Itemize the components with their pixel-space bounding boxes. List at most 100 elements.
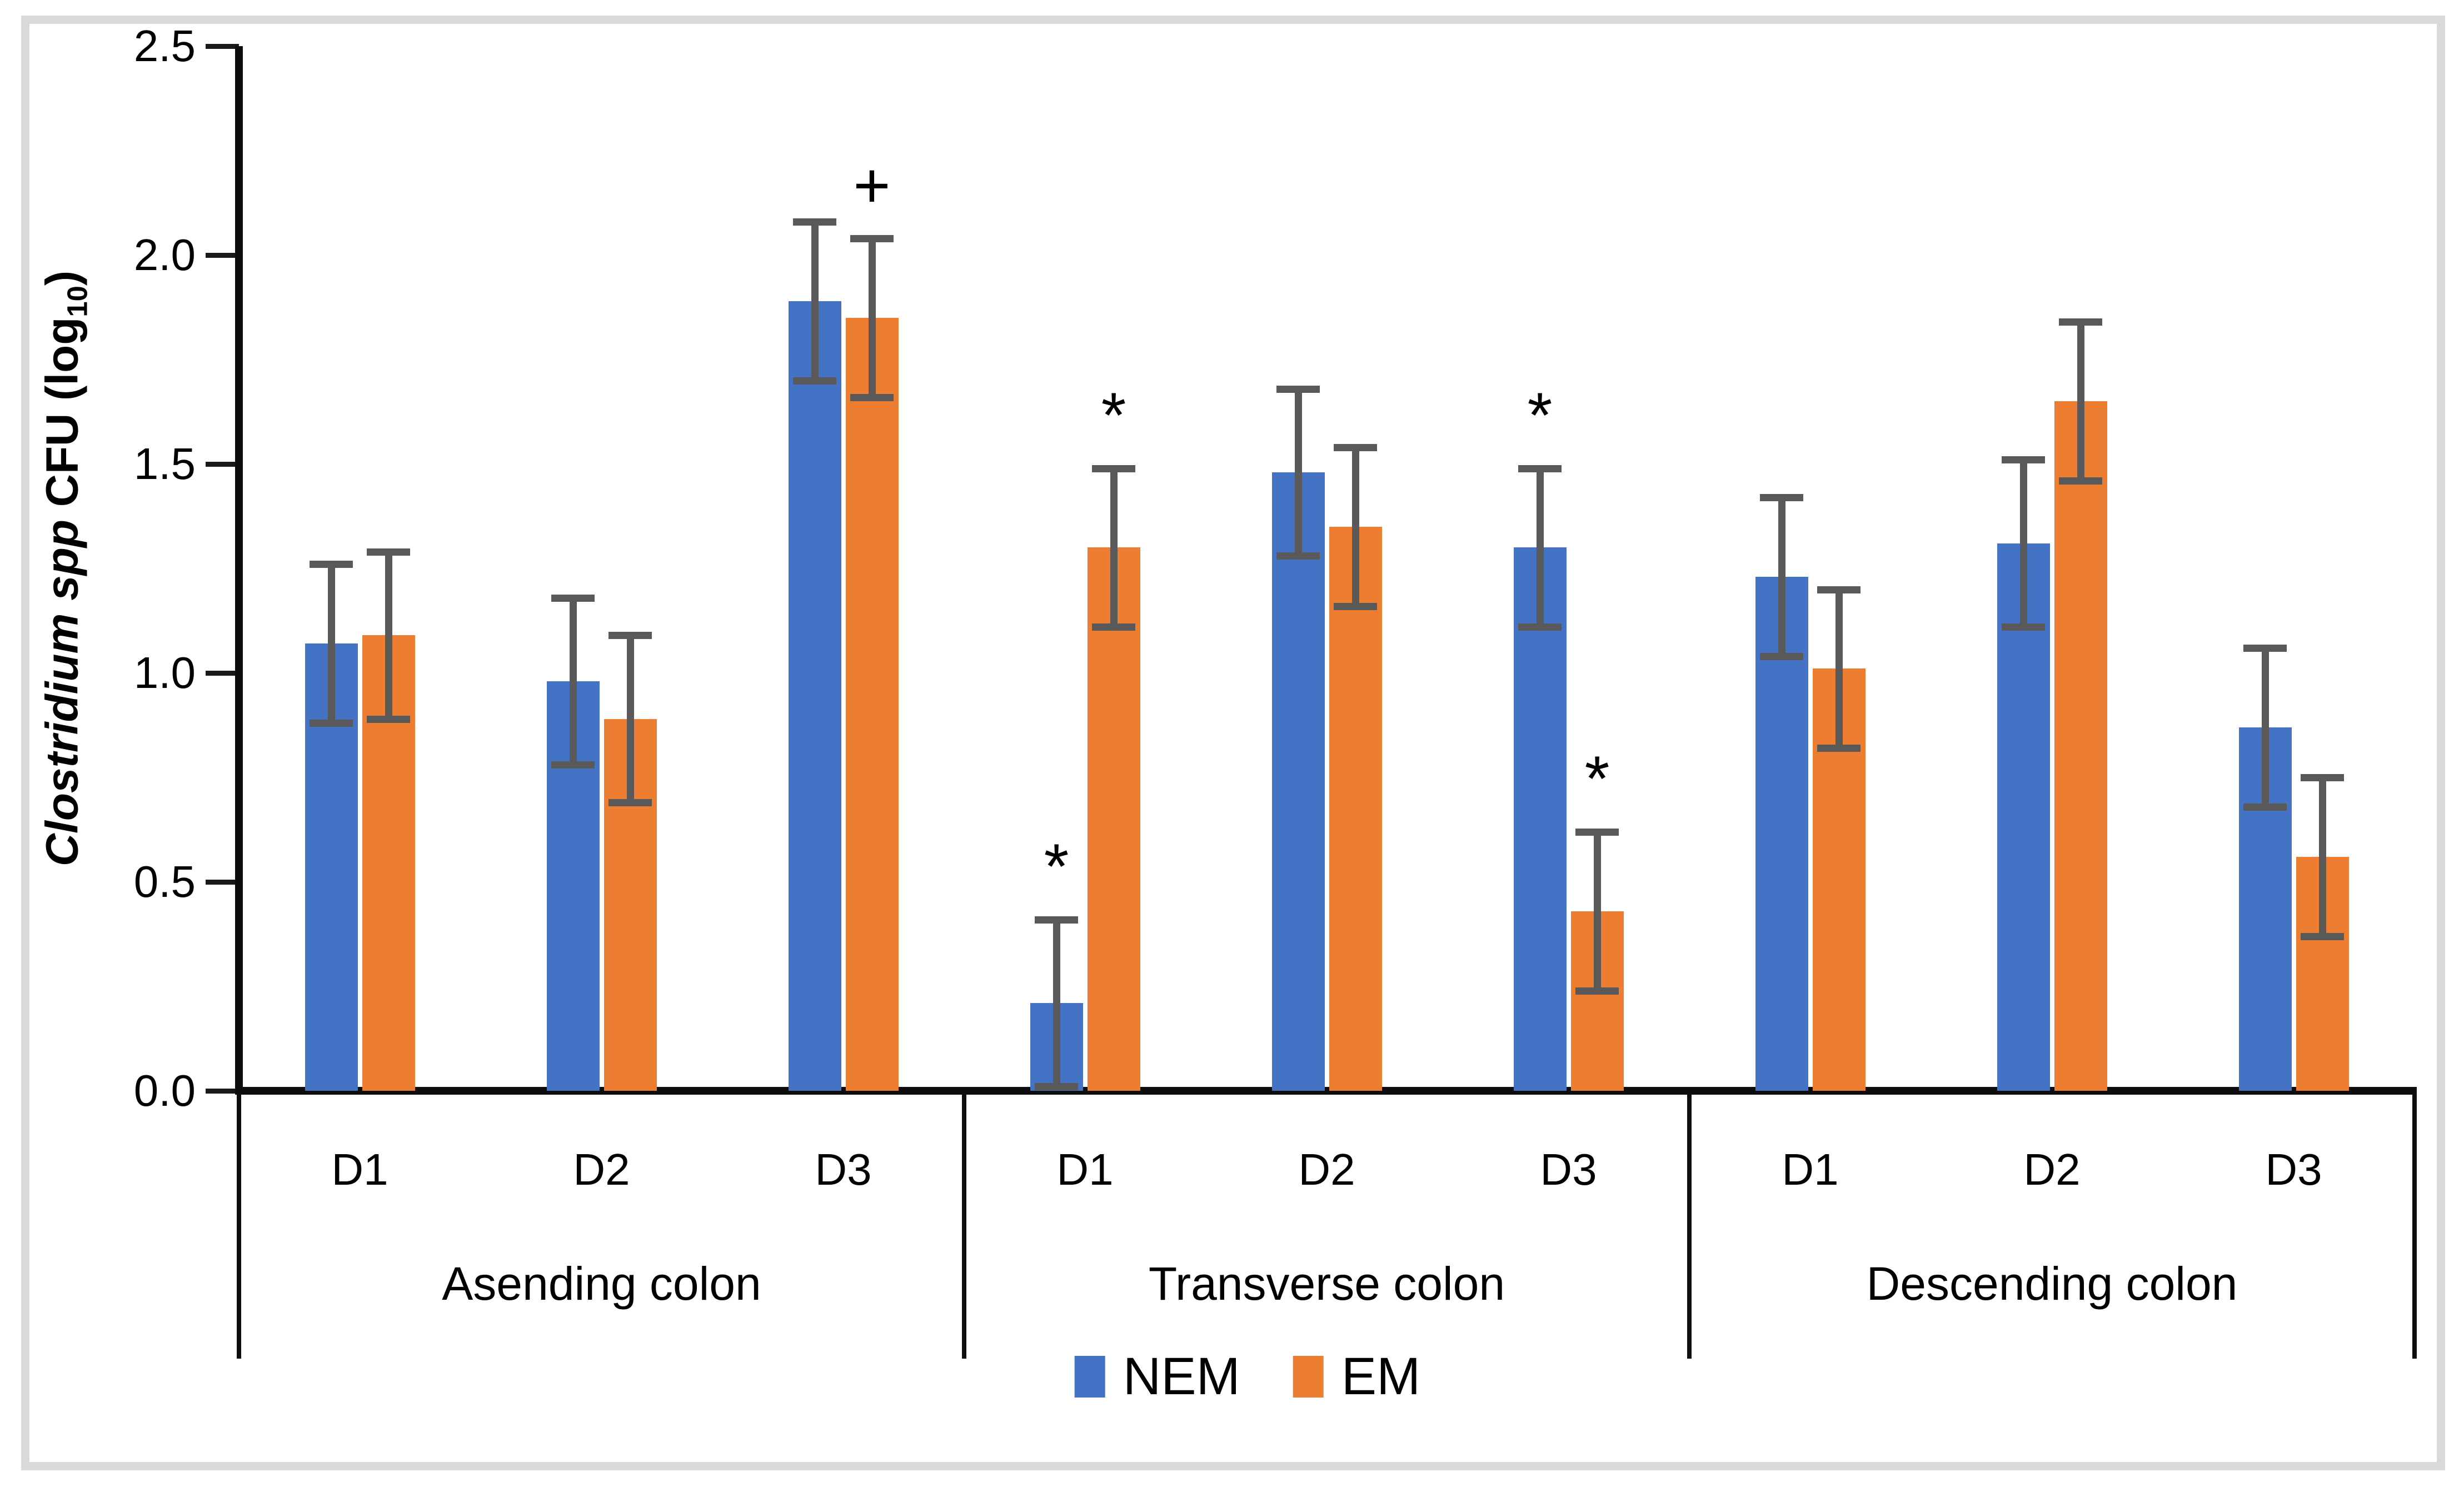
legend-label-em: EM [1341, 1346, 1421, 1406]
legend-label-nem: NEM [1123, 1346, 1240, 1406]
y-tick-0.5 [206, 880, 239, 885]
error-bar-cap-bottom-nem-asending-d2 [551, 761, 595, 769]
error-bar-cap-top-nem-descending-d1 [1760, 494, 1803, 502]
y-tick-label-2.5: 2.5 [133, 21, 196, 71]
error-bar-em-asending-d3 [868, 238, 876, 397]
significance-marker-em-transverse-d3: * [1584, 743, 1610, 815]
error-bar-nem-asending-d3 [811, 221, 819, 381]
error-bar-cap-top-nem-descending-d2 [2002, 456, 2045, 464]
bar-em-descending-d2 [2054, 401, 2107, 1091]
error-bar-cap-bottom-em-transverse-d2 [1334, 602, 1377, 610]
bar-em-asending-d3 [845, 317, 899, 1091]
category-label-descending-d1: D1 [1782, 1145, 1839, 1194]
error-bar-cap-bottom-em-asending-d3 [850, 393, 894, 401]
y-tick-1.0 [206, 671, 239, 676]
category-label-asending-d1: D1 [331, 1145, 388, 1194]
y-axis-title-subscript: 10 [61, 286, 93, 317]
bar-nem-transverse-d2 [1271, 472, 1325, 1091]
error-bar-cap-top-em-asending-d1 [367, 548, 410, 556]
error-bar-cap-bottom-nem-transverse-d3 [1518, 623, 1562, 631]
category-label-descending-d3: D3 [2265, 1145, 2322, 1194]
error-bar-cap-top-em-descending-d3 [2301, 774, 2344, 781]
error-bar-cap-bottom-em-descending-d1 [1817, 745, 1861, 752]
y-tick-label-0.5: 0.5 [133, 857, 196, 906]
category-label-descending-d2: D2 [2023, 1145, 2081, 1194]
error-bar-cap-bottom-nem-transverse-d2 [1276, 552, 1320, 560]
bar-nem-transverse-d3 [1513, 547, 1567, 1091]
error-bar-cap-bottom-nem-asending-d1 [310, 720, 353, 727]
y-tick-2.0 [206, 253, 239, 258]
error-bar-cap-top-nem-asending-d3 [793, 218, 836, 226]
category-label-transverse-d3: D3 [1540, 1145, 1597, 1194]
error-bar-nem-asending-d2 [569, 597, 577, 765]
error-bar-em-asending-d1 [385, 551, 392, 719]
error-bar-cap-bottom-nem-asending-d3 [793, 377, 836, 385]
category-divider [962, 1091, 966, 1359]
legend-swatch-nem [1074, 1355, 1105, 1398]
error-bar-em-asending-d2 [626, 635, 634, 803]
group-label-descending-colon: Descending colon [1866, 1258, 2238, 1310]
error-bar-cap-top-nem-asending-d1 [310, 561, 353, 568]
error-bar-em-descending-d1 [1835, 589, 1843, 749]
significance-marker-em-asending-d3: + [853, 149, 891, 221]
error-bar-nem-transverse-d1 [1053, 919, 1060, 1087]
error-bar-cap-bottom-em-asending-d1 [367, 715, 410, 723]
y-tick-label-1.5: 1.5 [133, 439, 196, 488]
error-bar-em-transverse-d1 [1110, 468, 1118, 627]
group-label-asending-colon: Asending colon [442, 1258, 761, 1310]
error-bar-cap-bottom-nem-descending-d1 [1760, 652, 1803, 660]
error-bar-cap-top-nem-transverse-d3 [1518, 465, 1562, 472]
error-bar-cap-bottom-nem-transverse-d1 [1035, 1083, 1078, 1091]
y-tick-label-2.0: 2.0 [133, 230, 196, 280]
error-bar-cap-bottom-em-transverse-d1 [1092, 623, 1135, 631]
error-bar-cap-top-em-asending-d2 [608, 632, 652, 640]
y-axis-title: Clostridium spp CFU (log10) [36, 271, 93, 866]
category-label-asending-d2: D2 [573, 1145, 630, 1194]
bar-nem-descending-d1 [1755, 577, 1808, 1091]
error-bar-nem-transverse-d3 [1536, 468, 1544, 627]
error-bar-cap-top-nem-asending-d2 [551, 594, 595, 602]
category-label-asending-d3: D3 [815, 1145, 872, 1194]
error-bar-cap-bottom-em-descending-d3 [2301, 932, 2344, 940]
y-tick-label-0.0: 0.0 [133, 1066, 196, 1115]
error-bar-cap-top-em-descending-d2 [2059, 318, 2102, 326]
error-bar-cap-bottom-em-descending-d2 [2059, 477, 2102, 485]
y-axis-line [235, 46, 243, 1095]
category-label-transverse-d1: D1 [1056, 1145, 1114, 1194]
y-tick-label-1.0: 1.0 [133, 648, 196, 697]
error-bar-em-descending-d2 [2077, 322, 2084, 481]
error-bar-cap-top-nem-transverse-d1 [1035, 916, 1078, 924]
error-bar-cap-top-em-transverse-d1 [1092, 465, 1135, 472]
significance-marker-nem-transverse-d3: * [1527, 380, 1553, 451]
error-bar-nem-descending-d3 [2261, 647, 2269, 807]
error-bar-cap-top-em-transverse-d2 [1334, 443, 1377, 451]
error-bar-cap-top-nem-transverse-d2 [1276, 385, 1320, 393]
error-bar-nem-descending-d1 [1778, 497, 1785, 656]
bar-em-transverse-d2 [1329, 526, 1382, 1091]
error-bar-cap-top-em-transverse-d3 [1575, 828, 1619, 836]
category-divider [2412, 1091, 2417, 1359]
error-bar-cap-bottom-nem-descending-d3 [2243, 803, 2287, 811]
category-label-transverse-d2: D2 [1298, 1145, 1355, 1194]
x-axis-line [235, 1087, 2417, 1095]
significance-marker-em-transverse-d1: * [1101, 380, 1126, 451]
significance-marker-nem-transverse-d1: * [1044, 831, 1069, 902]
bar-nem-asending-d3 [788, 301, 841, 1091]
group-label-transverse-colon: Transverse colon [1148, 1258, 1505, 1310]
error-bar-cap-bottom-em-transverse-d3 [1575, 987, 1619, 995]
error-bar-cap-top-em-descending-d1 [1817, 586, 1861, 593]
error-bar-nem-descending-d2 [2019, 460, 2027, 627]
y-tick-1.5 [206, 462, 239, 467]
category-divider [237, 1091, 241, 1359]
error-bar-em-transverse-d3 [1593, 831, 1601, 991]
error-bar-nem-transverse-d2 [1294, 388, 1302, 556]
legend-swatch-em [1293, 1355, 1324, 1398]
error-bar-cap-top-nem-descending-d3 [2243, 644, 2287, 652]
y-tick-2.5 [206, 44, 239, 49]
bar-nem-descending-d2 [1997, 543, 2050, 1091]
error-bar-nem-asending-d1 [327, 564, 335, 723]
error-bar-em-descending-d3 [2318, 777, 2326, 936]
error-bar-cap-bottom-nem-descending-d2 [2002, 623, 2045, 631]
bar-em-transverse-d1 [1087, 547, 1140, 1091]
error-bar-cap-top-em-asending-d3 [850, 234, 894, 242]
